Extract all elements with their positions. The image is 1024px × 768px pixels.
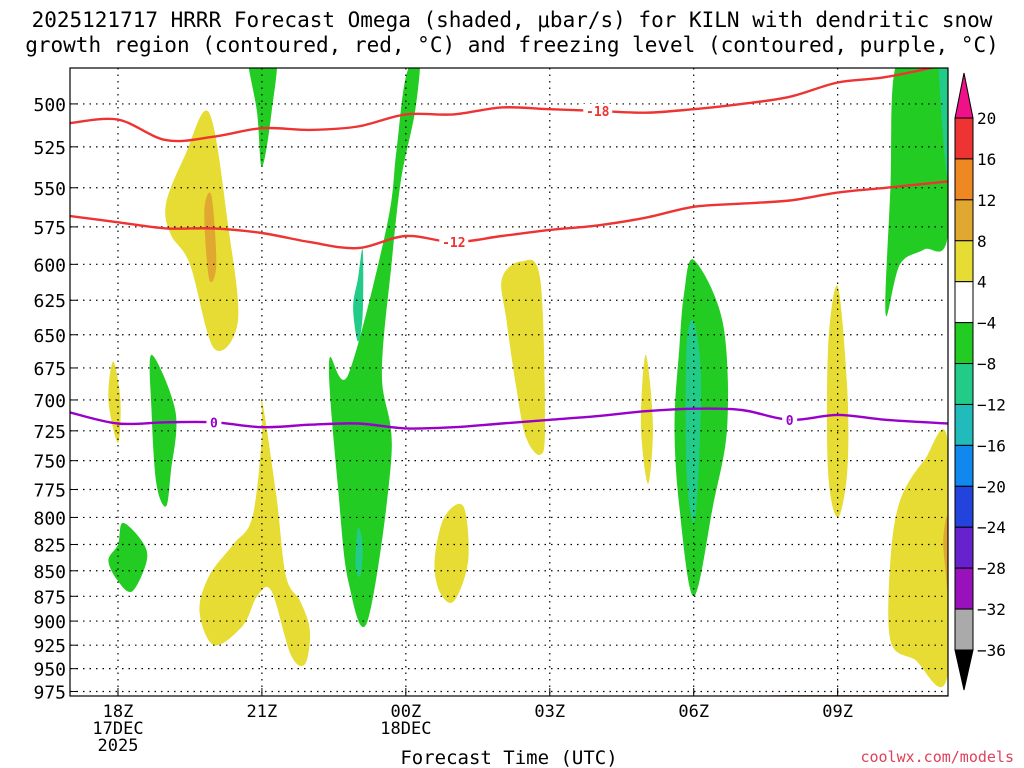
colorbar-swatch: [954, 281, 974, 324]
contour-label-bg: [782, 412, 798, 427]
contour-label: -12: [442, 236, 465, 251]
contour-line: [70, 180, 948, 250]
omega-region: [826, 285, 849, 518]
chart-title-line1: 2025121717 HRRR Forecast Omega (shaded, …: [31, 8, 993, 32]
omega-region: [943, 515, 948, 594]
colorbar-label: 4: [977, 273, 987, 292]
omega-region: [353, 248, 364, 342]
omega-region: [938, 68, 948, 176]
contour-line: [70, 407, 948, 430]
omega-shading: [108, 68, 948, 688]
colorbar-swatch: [954, 608, 974, 651]
omega-region: [199, 397, 311, 667]
colorbar-swatch: [954, 158, 974, 201]
y-tick-label: 925: [33, 636, 66, 657]
colorbar-swatch: [954, 240, 974, 283]
plot-frame: [69, 67, 949, 697]
colorbar-label: 16: [977, 150, 996, 169]
omega-region: [640, 354, 653, 484]
x-tick-label: 18Z: [103, 702, 134, 722]
site-credit[interactable]: coolwx.com/models: [860, 748, 1014, 766]
y-tick-label: 650: [33, 326, 66, 347]
omega-region: [108, 522, 148, 593]
x-tick-label: 09Z: [822, 702, 853, 722]
colorbar-label: −12: [977, 395, 1006, 414]
y-tick-label: 900: [33, 612, 66, 633]
omega-region: [328, 68, 420, 628]
y-tick-label: 850: [33, 562, 66, 583]
chart-title-line2: growth region (contoured, red, °C) and f…: [25, 33, 999, 57]
omega-region: [149, 354, 177, 507]
colorbar-label: 20: [977, 109, 996, 128]
y-tick-label: 700: [33, 391, 66, 412]
y-tick-label: 750: [33, 452, 66, 473]
colorbar-label: −20: [977, 477, 1006, 496]
y-tick-label: 600: [33, 255, 66, 276]
x-tick-label: 21Z: [247, 702, 278, 722]
omega-region: [885, 68, 948, 317]
colorbar-label: −16: [977, 436, 1006, 455]
x-tick-label: 03Z: [534, 702, 565, 722]
omega-region: [355, 527, 363, 577]
y-tick-label: 725: [33, 422, 66, 443]
contour-label-bg: [206, 415, 222, 430]
x-tick-label: 06Z: [678, 702, 709, 722]
colorbar-swatch: [954, 322, 974, 365]
y-tick-label: 625: [33, 291, 66, 312]
y-tick-label: 575: [33, 218, 66, 239]
y-tick-label: 975: [33, 682, 66, 703]
colorbar-label: 8: [977, 232, 987, 251]
y-tick-label: 525: [33, 138, 66, 159]
gridlines: [70, 68, 948, 696]
colorbar-label: −24: [977, 518, 1006, 537]
colorbar: 20 16 12 8 4 −4 −8 −12 −16 −20 −24 −28 −32 −36: [954, 72, 1006, 691]
colorbar-swatch: [954, 403, 974, 446]
y-tick-label: 500: [33, 95, 66, 116]
contour-label: 0: [786, 414, 794, 429]
colorbar-top-arrow: [954, 72, 974, 119]
x-tick-label: 00Z: [390, 702, 421, 722]
contour-lines: -18 -12 0 0: [70, 68, 948, 431]
colorbar-label: −32: [977, 600, 1006, 619]
omega-region: [248, 68, 278, 167]
colorbar-swatch: [954, 363, 974, 405]
colorbar-swatch: [954, 526, 974, 569]
omega-region: [501, 259, 545, 456]
x-axis-label: Forecast Time (UTC): [400, 747, 617, 768]
colorbar-swatch: [954, 199, 974, 242]
axes: 500 525 550 575 600 625 650 675 700 725 750 775 800 8…: [33, 67, 949, 756]
omega-region: [685, 319, 702, 523]
x-tick-label: 17DEC: [92, 719, 143, 739]
colorbar-swatch: [954, 485, 974, 528]
colorbar-bottom-arrow: [954, 649, 974, 691]
y-tick-label: 800: [33, 508, 66, 529]
omega-region: [434, 503, 469, 603]
y-tick-label: 950: [33, 660, 66, 681]
colorbar-swatch: [954, 567, 974, 610]
omega-region: [165, 110, 239, 351]
contour-label: 0: [210, 416, 218, 431]
colorbar-label: −4: [977, 314, 996, 333]
contour-label-bg: [439, 235, 469, 250]
contour-line: [70, 68, 937, 143]
y-tick-label: 775: [33, 481, 66, 502]
y-tick-label: 825: [33, 536, 66, 557]
contour-label-bg: [583, 103, 613, 118]
colorbar-label: −8: [977, 355, 996, 374]
contour-label: -18: [586, 105, 610, 120]
x-tick-label: 2025: [98, 736, 139, 756]
y-tick-label: 875: [33, 587, 66, 608]
colorbar-swatch: [954, 444, 974, 487]
omega-region: [204, 192, 217, 283]
colorbar-label: −28: [977, 559, 1006, 578]
y-tick-label: 675: [33, 359, 66, 380]
colorbar-swatch: [954, 117, 974, 160]
x-tick-label: 18DEC: [380, 719, 431, 739]
colorbar-label: −36: [977, 641, 1006, 660]
omega-region: [674, 259, 729, 597]
y-tick-label: 550: [33, 179, 66, 200]
colorbar-label: 12: [977, 191, 996, 210]
omega-region: [888, 429, 948, 688]
